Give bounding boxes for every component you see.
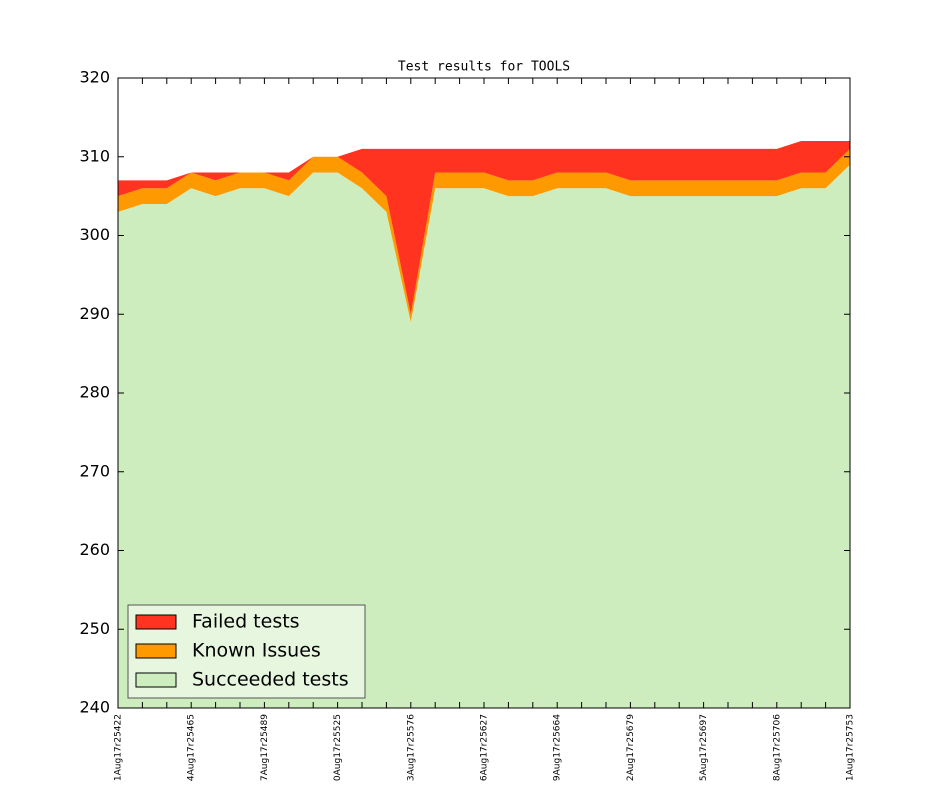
legend-label: Known Issues xyxy=(192,640,321,662)
x-tick-label: 9Aug17r25664 xyxy=(553,714,563,781)
x-tick-label: 3Aug17r25576 xyxy=(406,714,416,781)
legend-swatch xyxy=(135,643,177,659)
y-tick-label: 320 xyxy=(79,68,110,87)
x-tick-label: 7Aug17r25489 xyxy=(260,714,270,781)
area xyxy=(118,141,850,315)
x-tick-label: 1Aug17r25753 xyxy=(846,714,856,781)
y-tick-label: 240 xyxy=(79,698,110,717)
y-tick-label: 270 xyxy=(79,461,110,480)
y-tick-label: 310 xyxy=(79,146,110,165)
y-tick-label: 260 xyxy=(79,540,110,559)
y-tick-label: 300 xyxy=(79,225,110,244)
x-tick-label: 2Aug17r25679 xyxy=(626,714,636,781)
area xyxy=(118,148,850,323)
area xyxy=(118,164,850,708)
y-tick-label: 280 xyxy=(79,383,110,402)
legend-swatch xyxy=(135,672,177,688)
x-tick-label: 5Aug17r25697 xyxy=(699,714,709,781)
x-tick-label: 6Aug17r25627 xyxy=(480,714,490,781)
legend-label: Succeeded tests xyxy=(192,669,349,691)
y-tick-label: 250 xyxy=(79,619,110,638)
y-tick-label: 290 xyxy=(79,304,110,323)
x-tick-label: 4Aug17r25465 xyxy=(187,714,197,781)
x-tick-label: 0Aug17r25525 xyxy=(333,714,343,781)
legend-swatch xyxy=(135,614,177,630)
chart-title: Test results for TOOLS xyxy=(398,60,570,75)
x-tick-label: 1Aug17r25422 xyxy=(114,714,124,781)
x-tick-label: 8Aug17r25706 xyxy=(772,714,782,781)
legend-label: Failed tests xyxy=(192,611,300,633)
